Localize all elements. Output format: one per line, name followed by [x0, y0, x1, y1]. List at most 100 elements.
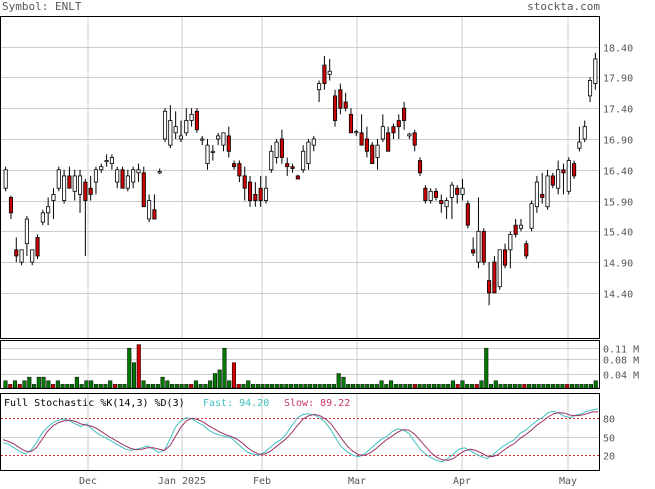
volume-bar — [431, 384, 436, 389]
x-tick-label: May — [559, 476, 577, 486]
price-candle — [125, 169, 130, 192]
volume-bar — [365, 384, 370, 389]
volume-bar — [155, 384, 160, 389]
price-tick-label: 14.90 — [603, 259, 633, 270]
volume-bar — [41, 376, 46, 389]
price-candle — [46, 197, 51, 226]
volume-bar — [446, 384, 451, 389]
volume-bar — [174, 384, 179, 389]
price-candle — [545, 169, 550, 210]
volume-bar — [36, 376, 41, 389]
price-candle — [529, 200, 534, 232]
volume-bar — [569, 384, 574, 389]
volume-bar — [350, 384, 356, 389]
volume-bar — [3, 380, 8, 389]
volume-tick-label: 0.11 M — [603, 345, 639, 356]
stochastic-lines — [2, 408, 599, 463]
volume-bar — [536, 384, 541, 389]
volume-bar — [460, 380, 465, 389]
price-candle — [370, 142, 375, 165]
stochastic-tick-label: 50 — [603, 434, 615, 445]
volume-tick-label: 0.08 M — [603, 356, 639, 367]
volume-bar — [436, 384, 441, 389]
volume-bar — [55, 380, 60, 389]
price-candle — [364, 126, 369, 158]
volume-bar — [517, 384, 522, 389]
price-candle — [582, 120, 587, 143]
volume-bar — [122, 384, 127, 389]
price-candle — [141, 166, 146, 208]
price-candle — [508, 231, 513, 269]
volume-bar — [327, 384, 332, 389]
price-candle — [301, 145, 306, 173]
volume-bar — [179, 384, 184, 389]
volume-bar — [503, 384, 508, 389]
price-candle — [465, 200, 470, 229]
price-candle — [210, 145, 215, 161]
price-candle — [35, 234, 40, 260]
volume-bar — [422, 384, 427, 389]
volume-bar — [65, 384, 70, 389]
volume-bar — [208, 380, 213, 389]
price-candle — [354, 129, 359, 136]
volume-bar — [146, 384, 151, 389]
price-candle — [247, 175, 253, 207]
volume-bar — [474, 384, 479, 389]
price-candle — [189, 108, 194, 127]
volume-grid — [1, 341, 599, 388]
volume-bar — [255, 384, 260, 389]
volume-bar — [574, 384, 579, 389]
stochastic-title: Full Stochastic %K(14,3) %D(3) — [4, 398, 185, 409]
stochastic-fast-label: Fast: 94.20 — [203, 398, 269, 409]
price-candle — [433, 188, 439, 201]
price-candle — [194, 108, 199, 133]
volume-bar — [308, 384, 313, 389]
price-candle — [258, 175, 263, 207]
volume-bar — [84, 380, 89, 389]
volume-bar — [369, 384, 375, 389]
volume-bar — [141, 380, 146, 389]
stochastic-panel-frame — [0, 393, 600, 471]
volume-bar — [346, 384, 351, 389]
price-candle — [51, 188, 56, 220]
volume-bar — [289, 384, 294, 389]
price-candle — [99, 163, 104, 173]
price-candle — [311, 135, 316, 152]
price-candle — [184, 108, 189, 136]
price-candle — [131, 166, 136, 189]
price-candle — [56, 166, 61, 192]
price-candle — [343, 92, 348, 112]
volume-bar — [555, 384, 560, 389]
price-candle — [173, 111, 178, 139]
price-candle — [274, 138, 279, 164]
volume-bar — [184, 384, 189, 389]
price-candle — [147, 194, 152, 223]
volume-bar — [246, 380, 251, 389]
price-candle — [157, 168, 162, 175]
volume-bars — [3, 344, 598, 389]
price-tick-label: 14.40 — [603, 290, 633, 301]
price-tick-label: 15.40 — [603, 228, 633, 239]
price-candle — [72, 169, 77, 201]
volume-bar — [227, 380, 232, 389]
price-candles — [3, 52, 598, 306]
site-label: stockta.com — [527, 0, 600, 13]
volume-bar — [98, 384, 103, 389]
volume-bar — [32, 384, 37, 389]
price-candle — [77, 169, 83, 213]
volume-bar — [189, 384, 194, 389]
volume-bar — [389, 380, 394, 389]
price-candle — [14, 237, 19, 263]
price-tick-label: 16.90 — [603, 136, 633, 147]
price-y-axis: 14.40 14.90 15.40 15.90 16.40 16.90 17.40 17.90… — [603, 44, 633, 301]
price-candle — [327, 58, 332, 81]
volume-tick-label: 0.04 M — [603, 371, 639, 382]
price-candle — [200, 135, 205, 146]
volume-bar — [546, 384, 551, 389]
volume-bar — [408, 384, 413, 389]
price-candle — [476, 197, 481, 269]
volume-bar — [217, 369, 222, 389]
volume-bar — [336, 373, 341, 389]
volume-bar — [427, 384, 432, 389]
volume-bar — [89, 380, 94, 389]
